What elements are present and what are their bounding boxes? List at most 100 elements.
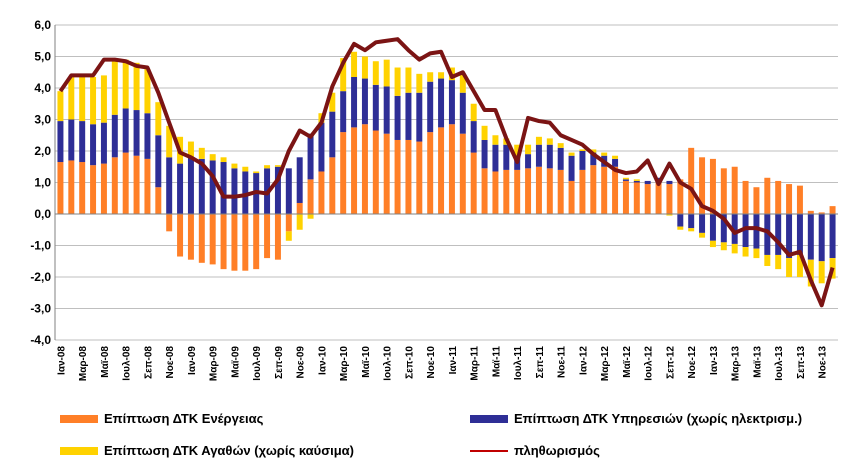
bar-segment-2 [720, 242, 727, 251]
bar-segment-1 [546, 144, 553, 169]
bar-segment-1 [166, 157, 173, 214]
bar-segment-0 [481, 168, 488, 214]
bar-segment-1 [198, 158, 205, 215]
bar-segment-1 [764, 214, 771, 255]
y-tick-label: -4,0 [30, 333, 51, 347]
bar-segment-1 [742, 214, 749, 248]
bar-segment-0 [90, 165, 97, 214]
bar-segment-2 [122, 59, 129, 109]
bar-segment-2 [677, 226, 684, 230]
x-tick-label: Μαϊ-10 [361, 346, 372, 378]
bar-segment-0 [198, 214, 205, 263]
bar-segment-1 [633, 180, 640, 183]
bar-segment-1 [296, 157, 303, 203]
bar-segment-1 [122, 108, 129, 153]
x-tick-label: Νοε-09 [296, 346, 307, 379]
bar-segment-2 [427, 72, 434, 82]
bar-segment-0 [220, 214, 227, 270]
bar-segment-1 [470, 121, 477, 153]
bar-segment-1 [144, 113, 151, 159]
x-tick-label: Σεπ-13 [796, 346, 807, 379]
bar-segment-2 [764, 254, 771, 266]
x-tick-label: Ιαν-11 [448, 346, 459, 375]
bar-segment-2 [220, 157, 227, 163]
y-tick-label: 3,0 [34, 113, 51, 127]
x-tick-label: Ιουλ-13 [774, 346, 785, 381]
bar-segment-1 [274, 166, 281, 214]
bar-segment-1 [405, 92, 412, 140]
bar-segment-0 [133, 155, 140, 214]
bar-segment-2 [514, 144, 521, 156]
bar-segment-2 [144, 69, 151, 114]
legend-swatch-inflation [470, 449, 508, 452]
bar-segment-0 [187, 214, 194, 260]
bar-segment-0 [372, 130, 379, 214]
x-tick-label: Μαϊ-08 [100, 346, 111, 378]
bar-segment-1 [90, 124, 97, 166]
bar-segment-0 [786, 184, 793, 214]
x-tick-label: Ιουλ-11 [513, 346, 524, 381]
bar-segment-2 [731, 243, 738, 254]
bar-segment-2 [568, 152, 575, 156]
bar-segment-2 [253, 171, 260, 174]
bar-segment-0 [448, 124, 455, 214]
y-tick-label: 1,0 [34, 176, 51, 190]
bar-segment-1 [688, 214, 695, 229]
x-tick-label: Μαρ-13 [731, 346, 742, 382]
bar-segment-1 [503, 144, 510, 170]
bar-segment-0 [285, 214, 292, 232]
bar-segment-1 [753, 214, 760, 249]
bar-segment-2 [786, 258, 793, 277]
y-tick-label: -3,0 [30, 302, 51, 316]
bar-segment-2 [818, 261, 825, 284]
bar-segment-2 [198, 147, 205, 159]
bar-segment-2 [590, 149, 597, 153]
bar-segment-0 [155, 187, 162, 214]
bar-segment-1 [666, 180, 673, 185]
bar-segment-2 [633, 179, 640, 181]
bar-segment-0 [459, 133, 466, 214]
x-tick-label: Μαρ-10 [339, 346, 350, 382]
legend-item-inflation: πληθωρισμός [470, 443, 600, 458]
bar-segment-0 [57, 162, 64, 214]
bar-segment-1 [361, 78, 368, 125]
bar-segment-2 [699, 232, 706, 238]
bar-segment-2 [666, 214, 673, 216]
bar-segment-0 [307, 179, 314, 214]
bar-segment-2 [351, 51, 358, 77]
bar-segment-2 [329, 92, 336, 112]
bar-segment-0 [361, 124, 368, 214]
bar-segment-1 [579, 151, 586, 170]
bar-segment-2 [742, 247, 749, 257]
bar-segment-0 [209, 214, 216, 265]
stacked-bars [57, 51, 836, 287]
bar-segment-2 [459, 73, 466, 93]
legend-label-goods: Επίπτωση ΔΤΚ Αγαθών (χωρίς καύσιμα) [104, 443, 354, 458]
bar-segment-0 [775, 180, 782, 214]
bar-segment-1 [318, 122, 325, 172]
bar-segment-1 [786, 214, 793, 259]
bar-segment-0 [318, 171, 325, 214]
bar-segment-2 [796, 254, 803, 277]
bar-segment-2 [709, 240, 716, 248]
x-tick-label: Νοε-11 [557, 346, 568, 378]
bar-segment-0 [796, 185, 803, 214]
bar-segment-0 [568, 180, 575, 214]
inflation-series-line [58, 37, 835, 308]
bar-segment-0 [405, 139, 412, 214]
bar-segment-0 [394, 139, 401, 214]
x-tick-label: Ιαν-13 [709, 346, 720, 375]
bar-segment-2 [481, 125, 488, 140]
x-tick-label: Σεπ-09 [274, 346, 285, 379]
bar-segment-0 [709, 158, 716, 215]
bar-segment-1 [209, 160, 216, 214]
bar-segment-0 [111, 157, 118, 214]
bar-segment-2 [111, 59, 118, 115]
bar-segment-2 [79, 76, 86, 122]
bar-segment-0 [764, 177, 771, 214]
bar-segment-2 [579, 149, 586, 151]
x-tick-label: Μαρ-08 [78, 346, 89, 382]
bar-segment-0 [644, 184, 651, 214]
bar-segment-0 [340, 132, 347, 214]
y-tick-label: 0,0 [34, 207, 51, 221]
